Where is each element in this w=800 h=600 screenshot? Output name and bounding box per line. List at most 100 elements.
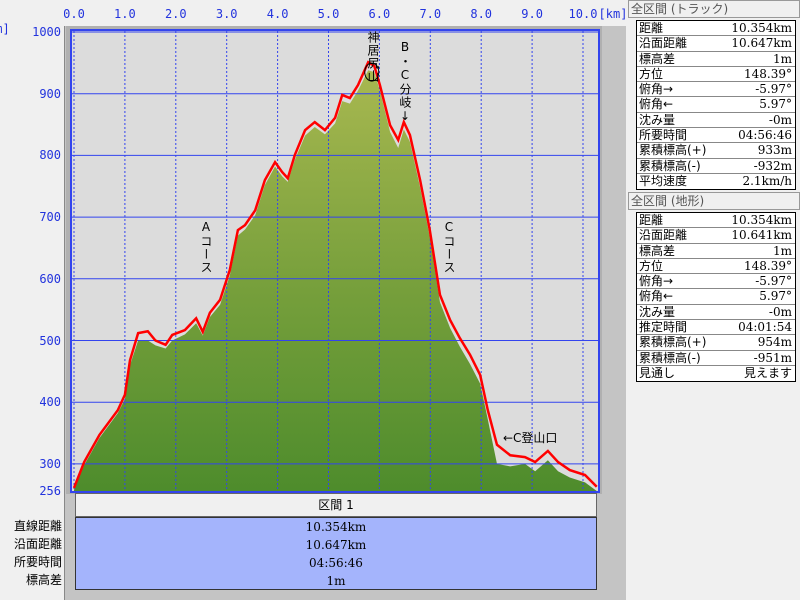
stat-value: -5.97°: [755, 274, 792, 289]
y-tick-label: 300: [39, 456, 61, 471]
annotation-a-course: Aコース: [199, 220, 213, 274]
section-header[interactable]: 区間 1: [75, 493, 597, 517]
annotation-c-course: Cコース: [442, 220, 456, 274]
stat-value: 見えます: [743, 365, 792, 380]
terrain-summary-table: 距離 10.354km 沿面距離 10.641km 標高差 1m 方位 148.39° 俯角→ -…: [636, 212, 796, 383]
stat-row: 方位 148.39°: [637, 258, 795, 275]
elevation-profile-chart[interactable]: [66, 26, 602, 494]
stat-label: 累積標高(+): [639, 143, 707, 158]
peak-marker-icon: [364, 62, 380, 82]
stat-label: 累積標高(+): [639, 335, 707, 350]
label-required-time: 所要時間: [13, 555, 62, 569]
stat-value: 2.1km/h: [742, 173, 792, 188]
x-tick-label: 3.0: [215, 7, 238, 21]
stat-label: 俯角←: [639, 289, 674, 304]
x-tick-label: 1.0: [114, 7, 136, 21]
stat-label: 俯角→: [639, 274, 674, 289]
y-axis: [m] 1000 900 800 700 600 500 400 300 256: [0, 0, 64, 600]
stat-label: 累積標高(-): [639, 158, 701, 173]
panel-title: 全区間 (地形): [628, 192, 800, 210]
stat-row: 推定時間 04:01:54: [637, 320, 795, 336]
stat-label: 距離: [639, 21, 664, 35]
stat-value: 1m: [772, 51, 792, 66]
stat-row: 俯角→ -5.97°: [637, 82, 795, 98]
x-tick-label: 10.0: [568, 7, 598, 21]
y-tick-label: 800: [39, 148, 61, 163]
stat-label: 標高差: [639, 243, 676, 258]
terrain-summary-panel: 全区間 (地形) 距離 10.354km 沿面距離 10.641km 標高差 1m 方位 14…: [628, 192, 800, 383]
x-tick-label: 9.0: [521, 7, 543, 21]
label-surface-distance: 沿面距離: [13, 537, 62, 551]
stat-label: 推定時間: [639, 320, 688, 335]
stat-row: 累積標高(+) 933m: [637, 143, 795, 159]
label-straight-distance: 直線距離: [13, 519, 62, 533]
stat-row: 所要時間 04:56:46: [637, 128, 795, 144]
annotation-bc-junction: B・C分岐↓: [398, 40, 412, 124]
stat-row: 標高差 1m: [637, 52, 795, 67]
y-tick-label: 600: [39, 271, 61, 286]
stat-row: 累積標高(+) 954m: [637, 335, 795, 351]
track-summary-panel: 全区間 (トラック) 距離 10.354km 沿面距離 10.647km 標高差 1m 方位…: [628, 0, 800, 191]
track-summary-table: 距離 10.354km 沿面距離 10.647km 標高差 1m 方位 148.39° 俯角→ -…: [636, 20, 796, 191]
x-tick-label: 2.0: [164, 7, 187, 21]
stat-value: -932m: [753, 158, 792, 173]
stat-label: 俯角←: [639, 97, 674, 112]
x-tick-label: 8.0: [470, 7, 493, 21]
y-axis-unit: [m]: [0, 22, 10, 36]
stat-row: 沿面距離 10.647km: [637, 36, 795, 52]
stat-value: 04:56:46: [738, 128, 792, 143]
panel-title: 全区間 (トラック): [628, 0, 800, 18]
stat-value: 10.647km: [731, 36, 792, 51]
stat-value: -0m: [768, 304, 792, 319]
stat-row: 沿面距離 10.641km: [637, 228, 795, 244]
stat-label: 所要時間: [639, 128, 688, 143]
annotation-peak: 神居尻山: [366, 31, 380, 83]
stat-label: 方位: [639, 258, 664, 273]
y-tick-label: 700: [39, 210, 61, 225]
stat-row: 沈み量 -0m: [637, 304, 795, 321]
stat-label: 見通し: [639, 365, 676, 380]
stat-value: 5.97°: [759, 97, 792, 112]
stat-value: 148.39°: [744, 258, 792, 273]
stat-label: 平均速度: [639, 173, 688, 188]
stat-row: 沈み量 -0m: [637, 112, 795, 129]
stat-label: 方位: [639, 66, 664, 81]
x-tick-label: 4.0: [266, 7, 289, 21]
y-tick-label: 500: [39, 333, 61, 348]
stat-row: 累積標高(-) -951m: [637, 351, 795, 366]
terrain-area: [74, 70, 597, 492]
stat-value: 5.97°: [759, 289, 792, 304]
section-table: 10.354km 10.647km 04:56:46 1m: [75, 517, 597, 590]
stat-value: -951m: [753, 350, 792, 365]
x-axis: [km] 0.0 1.0 2.0 3.0 4.0 5.0 6.0 7.0 8.0 9.0 10.0: [0, 0, 627, 26]
stat-value: 10.354km: [731, 21, 792, 35]
stat-value: -0m: [768, 112, 792, 127]
stat-label: 沿面距離: [639, 228, 688, 243]
stat-value: 10.354km: [731, 213, 792, 227]
stat-value: 148.39°: [744, 66, 792, 81]
x-tick-label: 0.0: [63, 7, 85, 21]
stat-row: 平均速度 2.1km/h: [637, 174, 795, 189]
stat-row: 距離 10.354km: [637, 213, 795, 229]
value-straight-distance: 10.354km: [305, 520, 367, 534]
x-tick-label: 6.0: [368, 7, 391, 21]
stat-label: 累積標高(-): [639, 350, 701, 365]
stat-row: 俯角← 5.97°: [637, 97, 795, 113]
value-required-time: 04:56:46: [309, 556, 363, 570]
stat-row: 俯角→ -5.97°: [637, 274, 795, 290]
stat-label: 沈み量: [639, 304, 676, 319]
stat-value: 933m: [757, 143, 792, 158]
y-tick-label: 256: [39, 484, 61, 499]
stat-value: 04:01:54: [738, 320, 792, 335]
track-line: [72, 60, 598, 489]
stat-label: 標高差: [639, 51, 676, 66]
stat-row: 方位 148.39°: [637, 66, 795, 83]
stat-value: 954m: [757, 335, 792, 350]
stat-label: 沿面距離: [639, 36, 688, 51]
y-tick-label: 400: [39, 395, 61, 410]
stat-label: 沈み量: [639, 112, 676, 127]
y-tick-label: 1000: [32, 25, 61, 39]
value-surface-distance: 10.647km: [305, 538, 367, 552]
stat-value: 1m: [772, 243, 792, 258]
stat-row: 距離 10.354km: [637, 21, 795, 37]
